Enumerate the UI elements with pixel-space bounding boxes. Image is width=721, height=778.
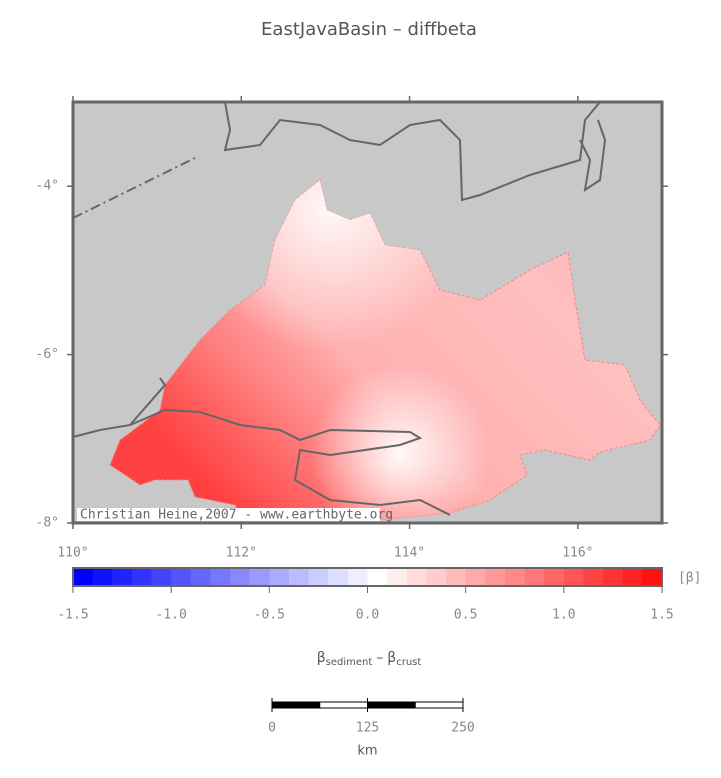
color-step (230, 568, 251, 586)
scale-segment (414, 701, 464, 709)
color-step (151, 568, 172, 586)
color-step (465, 568, 486, 586)
colorbar-tick-label: -1.5 (57, 608, 88, 623)
scale-unit: km (357, 744, 377, 759)
scale-bar: 0 125 250 km (268, 698, 475, 759)
coastline (72, 408, 451, 516)
color-step (603, 568, 624, 586)
color-step (288, 568, 310, 586)
color-step (131, 568, 153, 586)
colorbar-tick-label: 1.0 (552, 608, 575, 623)
credit-background (77, 508, 380, 521)
scale-segment (319, 701, 368, 709)
x-tick-label: 114° (394, 546, 425, 561)
map-frame (71, 100, 664, 525)
color-step (269, 568, 290, 586)
colorbar-tick-label: 0.0 (356, 608, 379, 623)
map: Christian Heine,2007 - www.earthbyte.org… (36, 96, 668, 561)
color-step (485, 568, 506, 586)
label-part: – (376, 650, 383, 666)
color-step (210, 568, 231, 586)
label-part: β (387, 650, 396, 666)
color-step (563, 568, 584, 586)
color-step (387, 568, 408, 586)
label-part: β (317, 650, 326, 666)
colorbar-unit: [β] (678, 571, 701, 586)
color-step (446, 568, 467, 586)
color-step (171, 568, 192, 586)
color-step (544, 568, 565, 586)
y-tick-label: -8° (36, 516, 59, 531)
basin-highlight (110, 180, 660, 520)
color-step (328, 568, 349, 586)
x-tick-label: 110° (57, 546, 88, 561)
scale-tick-label: 250 (451, 721, 474, 736)
credit: Christian Heine,2007 - www.earthbyte.org (80, 508, 393, 523)
colorbar: -1.5 -1.0 -0.5 0.0 0.5 1.0 1.5 [β] (57, 567, 701, 623)
color-step (583, 568, 604, 586)
colorbar-tick-label: 0.5 (454, 608, 477, 623)
title: EastJavaBasin – diffbeta (261, 19, 477, 40)
color-step (190, 568, 211, 586)
x-tick-label: 112° (226, 546, 257, 561)
color-step (406, 568, 427, 586)
colorbar-tick-label: 1.5 (650, 608, 673, 623)
coastline (579, 119, 607, 193)
scale-segment (271, 701, 321, 709)
color-step (524, 568, 545, 586)
color-step (347, 568, 368, 586)
color-step (112, 568, 133, 586)
colorbar-tick-label: -1.0 (156, 608, 187, 623)
coastline (223, 101, 601, 202)
color-step (308, 568, 329, 586)
boundary-line (72, 157, 196, 219)
color-step (622, 568, 643, 586)
color-step (504, 568, 526, 586)
scale-tick-label: 0 (268, 721, 276, 736)
color-step (642, 568, 663, 586)
y-tick-label: -4° (36, 179, 59, 194)
colorbar-tick-label: -0.5 (254, 608, 285, 623)
color-step (249, 568, 270, 586)
x-tick-label: 116° (562, 546, 593, 561)
colorbar-label: βsediment – βcrust (317, 650, 422, 668)
label-part: sediment (326, 657, 373, 668)
scale-segment (367, 701, 416, 709)
coastline (129, 377, 167, 426)
y-tick-label: -6° (36, 347, 59, 362)
color-step (426, 568, 447, 586)
label-part: crust (396, 657, 421, 668)
color-step (367, 568, 388, 586)
color-step (92, 568, 113, 586)
scale-tick-label: 125 (356, 721, 379, 736)
color-step (73, 568, 94, 586)
basin (109, 179, 661, 521)
